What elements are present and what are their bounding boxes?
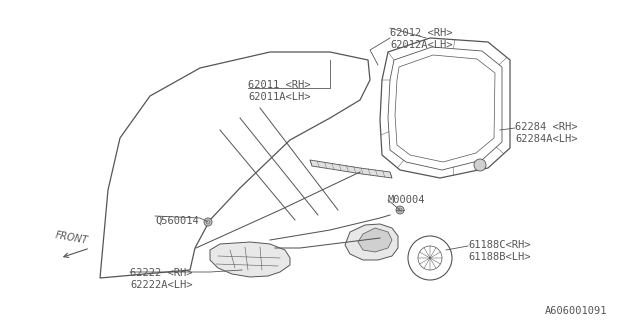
Text: 62284 <RH>: 62284 <RH>: [515, 122, 577, 132]
Circle shape: [396, 206, 404, 214]
Text: M00004: M00004: [388, 195, 426, 205]
Polygon shape: [345, 224, 398, 260]
Text: 62012 <RH>: 62012 <RH>: [390, 28, 452, 38]
Text: 62222A<LH>: 62222A<LH>: [130, 280, 193, 290]
Circle shape: [474, 159, 486, 171]
Polygon shape: [210, 242, 290, 277]
Text: 62284A<LH>: 62284A<LH>: [515, 134, 577, 144]
Text: 61188B<LH>: 61188B<LH>: [468, 252, 531, 262]
Text: 62222 <RH>: 62222 <RH>: [130, 268, 193, 278]
Polygon shape: [358, 228, 392, 252]
Text: 62011A<LH>: 62011A<LH>: [248, 92, 310, 102]
Circle shape: [204, 218, 212, 226]
Text: FRONT: FRONT: [55, 230, 89, 246]
Text: 61188C<RH>: 61188C<RH>: [468, 240, 531, 250]
Text: 62011 <RH>: 62011 <RH>: [248, 80, 310, 90]
Text: A606001091: A606001091: [545, 306, 607, 316]
Polygon shape: [310, 160, 392, 178]
Text: Q560014: Q560014: [155, 216, 199, 226]
Text: 62012A<LH>: 62012A<LH>: [390, 40, 452, 50]
